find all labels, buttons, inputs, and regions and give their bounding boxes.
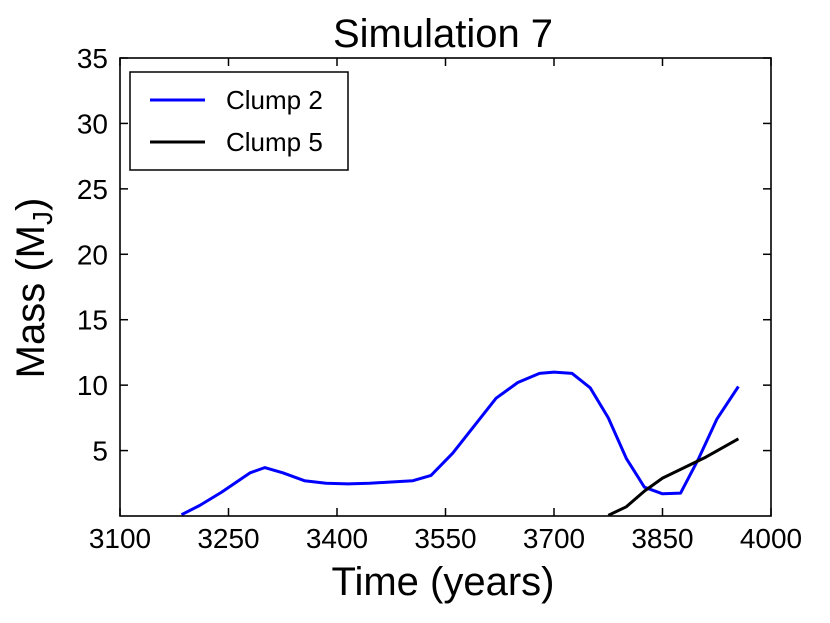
legend: Clump 2 Clump 5 <box>129 71 349 171</box>
y-axis-title-main: Mass (M <box>9 225 53 378</box>
y-tick-label-15: 15 <box>77 305 108 336</box>
x-tick-label-3850: 3850 <box>631 523 693 554</box>
y-tick-label-20: 20 <box>77 239 108 270</box>
tick-layer: 3100 3250 3400 3550 3700 3850 4000 5 10 15 20 25 30 3… <box>77 43 802 554</box>
x-tick-label-3100: 3100 <box>89 523 151 554</box>
x-tick-label-3550: 3550 <box>414 523 476 554</box>
y-axis-title: Mass (MJ) <box>9 198 58 379</box>
y-axis-title-close: ) <box>9 198 53 211</box>
y-axis-title-subscript: J <box>27 211 58 225</box>
series-line-clump-5 <box>607 437 740 516</box>
legend-label-clump-2: Clump 2 <box>226 85 323 115</box>
y-tick-label-25: 25 <box>77 174 108 205</box>
series-layer <box>180 370 740 516</box>
legend-box <box>129 71 349 171</box>
y-tick-label-10: 10 <box>77 370 108 401</box>
legend-label-clump-5: Clump 5 <box>226 127 323 157</box>
y-tick-label-35: 35 <box>77 43 108 74</box>
x-tick-label-3250: 3250 <box>197 523 259 554</box>
x-tick-label-4000: 4000 <box>740 523 802 554</box>
x-tick-label-3400: 3400 <box>306 523 368 554</box>
chart-title: Simulation 7 <box>333 12 553 56</box>
x-tick-label-3700: 3700 <box>523 523 585 554</box>
y-tick-label-5: 5 <box>92 436 108 467</box>
y-tick-label-30: 30 <box>77 108 108 139</box>
x-axis-title: Time (years) <box>332 560 555 604</box>
series-line-clump-2 <box>180 370 740 516</box>
